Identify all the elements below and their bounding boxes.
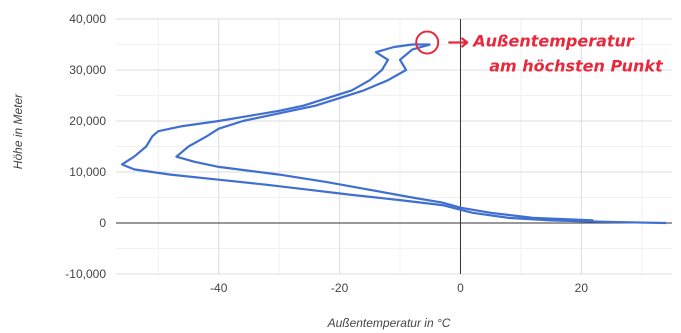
x-tick-label: -40 (210, 281, 228, 295)
y-tick-label: 40,000 (69, 12, 106, 26)
x-tick-label: 20 (575, 281, 589, 295)
y-tick-label: 30,000 (69, 63, 106, 77)
annotation-line-2: am höchsten Punkt (489, 57, 664, 76)
axes (116, 19, 672, 274)
tick-labels: -10,000 0 10,000 20,000 30,000 40,000 -40 -20 0 2… (65, 12, 588, 295)
x-tick-label: 0 (457, 281, 464, 295)
y-tick-label: 20,000 (69, 114, 106, 128)
annotation-arrow (448, 37, 469, 48)
x-axis-title: Außentemperatur in °C (327, 316, 451, 330)
annotation-line-1: Außentemperatur (471, 32, 635, 51)
y-axis-title: Höhe in Meter (11, 93, 25, 169)
annotation-circle (415, 30, 440, 55)
y-tick-label: 10,000 (69, 165, 106, 179)
series-group (120, 43, 667, 225)
x-tick-label: -20 (331, 281, 349, 295)
grid (116, 18, 672, 275)
series-line-1 (120, 43, 667, 225)
y-tick-label: 0 (99, 216, 106, 230)
y-tick-label: -10,000 (65, 267, 106, 281)
series-line-2 (175, 43, 594, 222)
annotation: Außentemperatur am höchsten Punkt (415, 30, 664, 76)
